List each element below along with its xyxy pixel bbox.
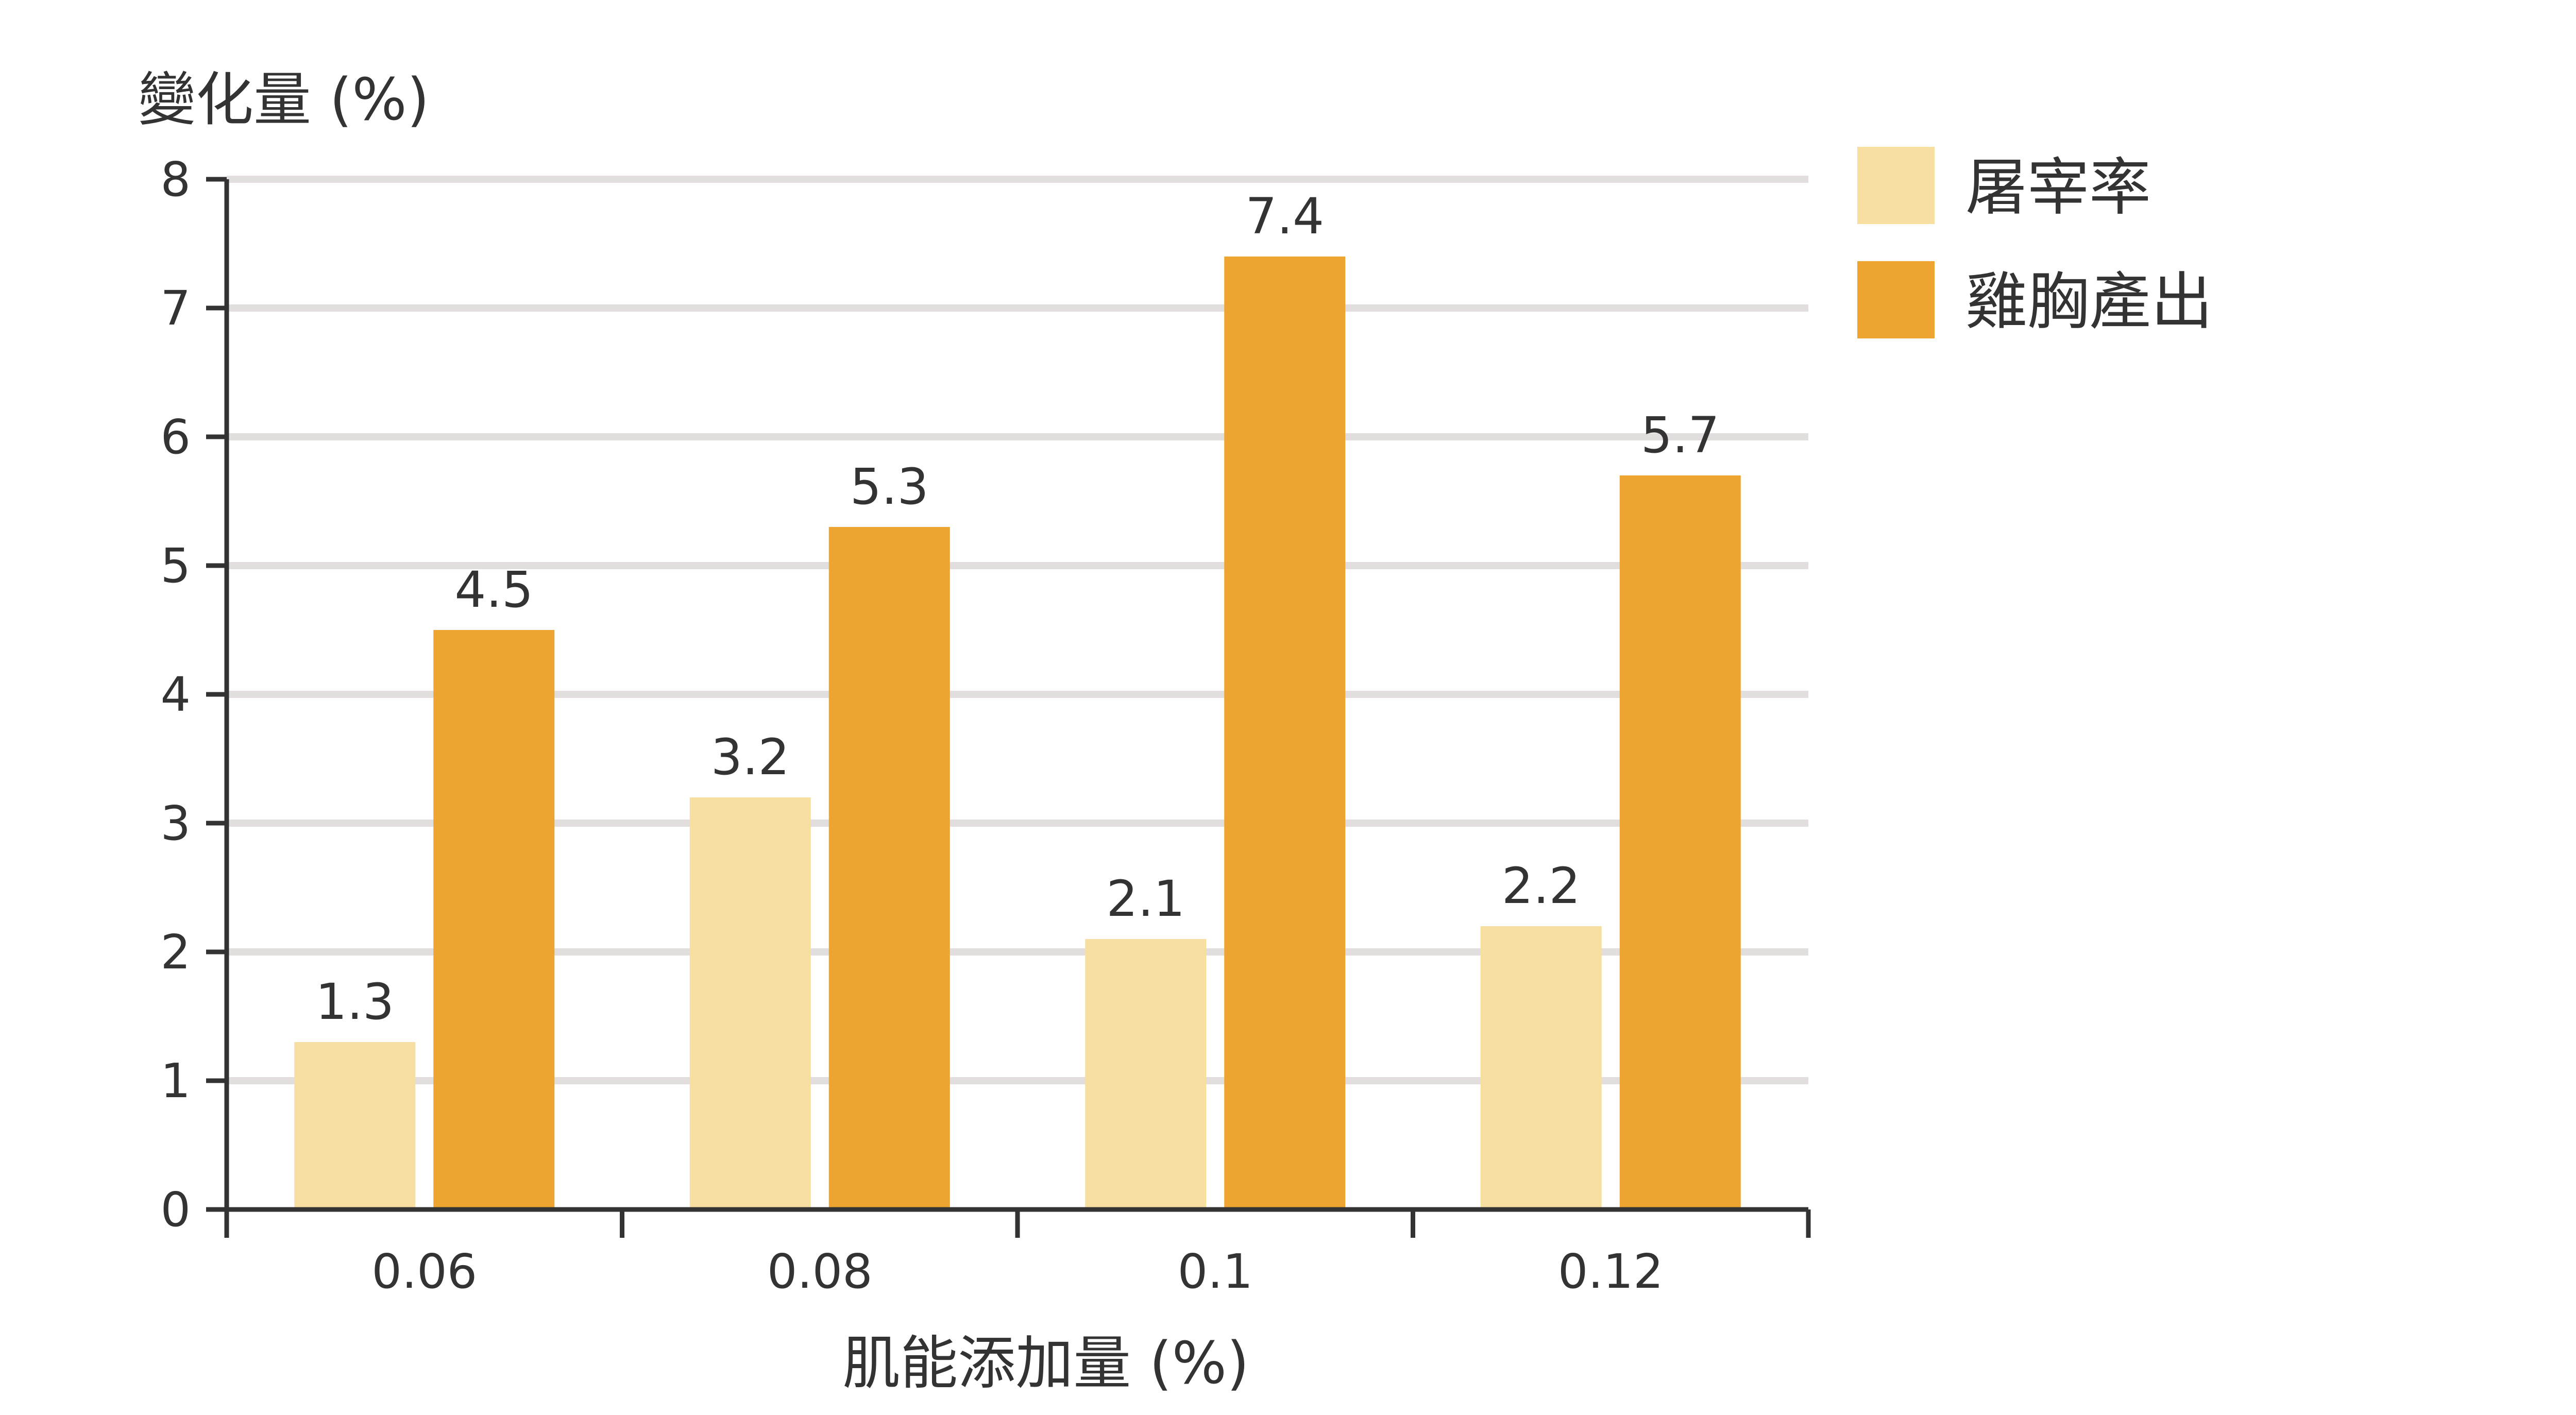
legend-swatch-breast-yield: [1857, 261, 1935, 338]
y-tick-label: 3: [160, 796, 191, 851]
bars: [294, 257, 1741, 1209]
data-label: 2.2: [1502, 857, 1581, 915]
data-label: 5.7: [1641, 406, 1720, 464]
bar-breast-yield: [433, 630, 555, 1209]
x-tick-label: 0.06: [371, 1244, 477, 1299]
data-label: 4.5: [454, 561, 533, 619]
y-tick-label: 4: [160, 667, 191, 722]
y-tick-label: 7: [160, 281, 191, 336]
bar-breast-yield: [1224, 257, 1346, 1209]
y-tick-label: 0: [160, 1182, 191, 1237]
legend-swatch-slaughter-rate: [1857, 147, 1935, 224]
data-labels: 1.3 4.5 3.2 5.3 2.1 7.4 2.2 5.7: [315, 187, 1719, 1031]
bar-slaughter-rate: [1085, 939, 1207, 1209]
bar-slaughter-rate: [689, 797, 811, 1209]
x-axis-title: 肌能添加量 (%): [842, 1330, 1249, 1397]
data-label: 1.3: [315, 973, 394, 1031]
bar-breast-yield: [1619, 475, 1741, 1209]
x-tick-label: 0.08: [767, 1244, 873, 1299]
legend-label-slaughter-rate: 屠宰率: [1965, 152, 2151, 224]
data-label: 7.4: [1245, 187, 1324, 245]
x-tick-label: 0.12: [1558, 1244, 1664, 1299]
y-tick-label: 2: [160, 925, 191, 980]
legend-label-breast-yield: 雞胸產出: [1965, 266, 2213, 338]
y-tick-label: 1: [160, 1053, 191, 1109]
bar-slaughter-rate: [294, 1042, 416, 1209]
y-axis-title: 變化量 (%): [138, 66, 429, 133]
bar-breast-yield: [828, 527, 950, 1209]
legend: 屠宰率 雞胸產出: [1857, 147, 2213, 338]
x-tick-label: 0.1: [1178, 1244, 1253, 1299]
y-tick-label: 6: [160, 410, 191, 465]
y-tick-label: 8: [160, 152, 191, 207]
y-tick-label: 5: [160, 538, 191, 593]
data-label: 3.2: [711, 728, 790, 786]
data-label: 2.1: [1106, 870, 1185, 928]
data-label: 5.3: [850, 458, 929, 516]
bar-slaughter-rate: [1480, 926, 1602, 1209]
x-axis-ticks: 0.06 0.08 0.1 0.12: [224, 1209, 1811, 1299]
y-axis-ticks: 0 1 2 3 4 5 6 7 8: [160, 152, 227, 1237]
